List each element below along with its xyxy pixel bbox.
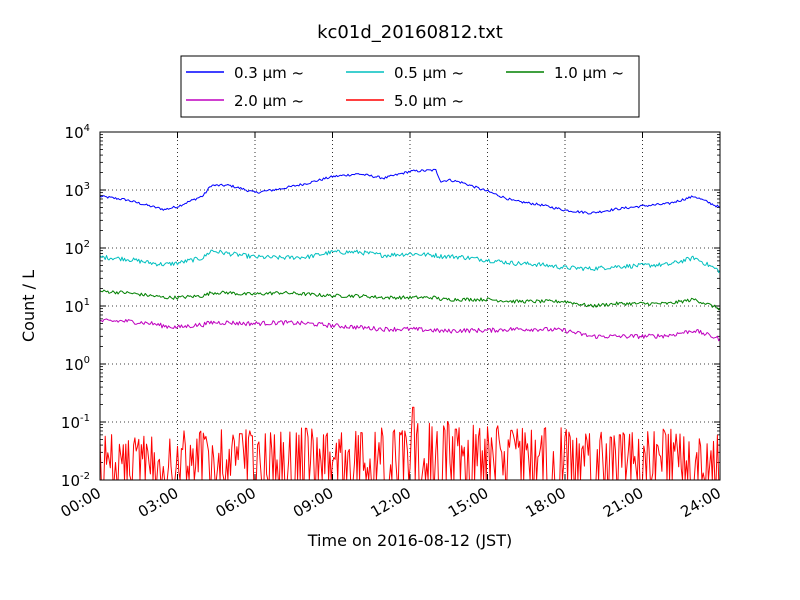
- legend-label-1: 0.5 μm ~: [394, 64, 464, 82]
- x-tick-label: 18:00: [523, 484, 569, 521]
- series-line-3: [99, 318, 721, 342]
- y-tick-label: 103: [65, 181, 90, 200]
- y-tick-label: 104: [65, 123, 90, 142]
- legend-label-3: 2.0 μm ~: [234, 92, 304, 110]
- x-axis-label: Time on 2016-08-12 (JST): [307, 531, 512, 550]
- x-tick-label: 06:00: [213, 484, 259, 521]
- y-axis-label: Count / L: [19, 270, 38, 342]
- series-line-1: [99, 249, 721, 273]
- y-tick-label: 101: [65, 297, 90, 316]
- plot-frame: [99, 131, 721, 481]
- y-tick-label: 100: [65, 355, 90, 374]
- x-tick-label: 24:00: [678, 484, 724, 521]
- series-line-0: [99, 168, 721, 215]
- legend-label-4: 5.0 μm ~: [394, 92, 464, 110]
- x-tick-label: 15:00: [445, 484, 491, 521]
- legend: 0.3 μm ~ 0.5 μm ~ 1.0 μm ~ 2.0 μm ~ 5.0 μm ~: [180, 55, 640, 118]
- y-tick-label: 10-2: [61, 471, 90, 490]
- y-tick-label: 102: [65, 239, 90, 258]
- x-tick-label: 03:00: [135, 484, 181, 521]
- chart-title: kc01d_20160812.txt: [317, 22, 503, 43]
- x-tick-label: 12:00: [368, 484, 414, 521]
- y-tick-label: 10-1: [61, 413, 90, 432]
- x-tick-label: 09:00: [290, 484, 336, 521]
- legend-box: [180, 55, 640, 118]
- x-tick-label: 21:00: [600, 484, 646, 521]
- series-line-2: [99, 289, 721, 311]
- legend-label-2: 1.0 μm ~: [554, 64, 624, 82]
- legend-label-0: 0.3 μm ~: [234, 64, 304, 82]
